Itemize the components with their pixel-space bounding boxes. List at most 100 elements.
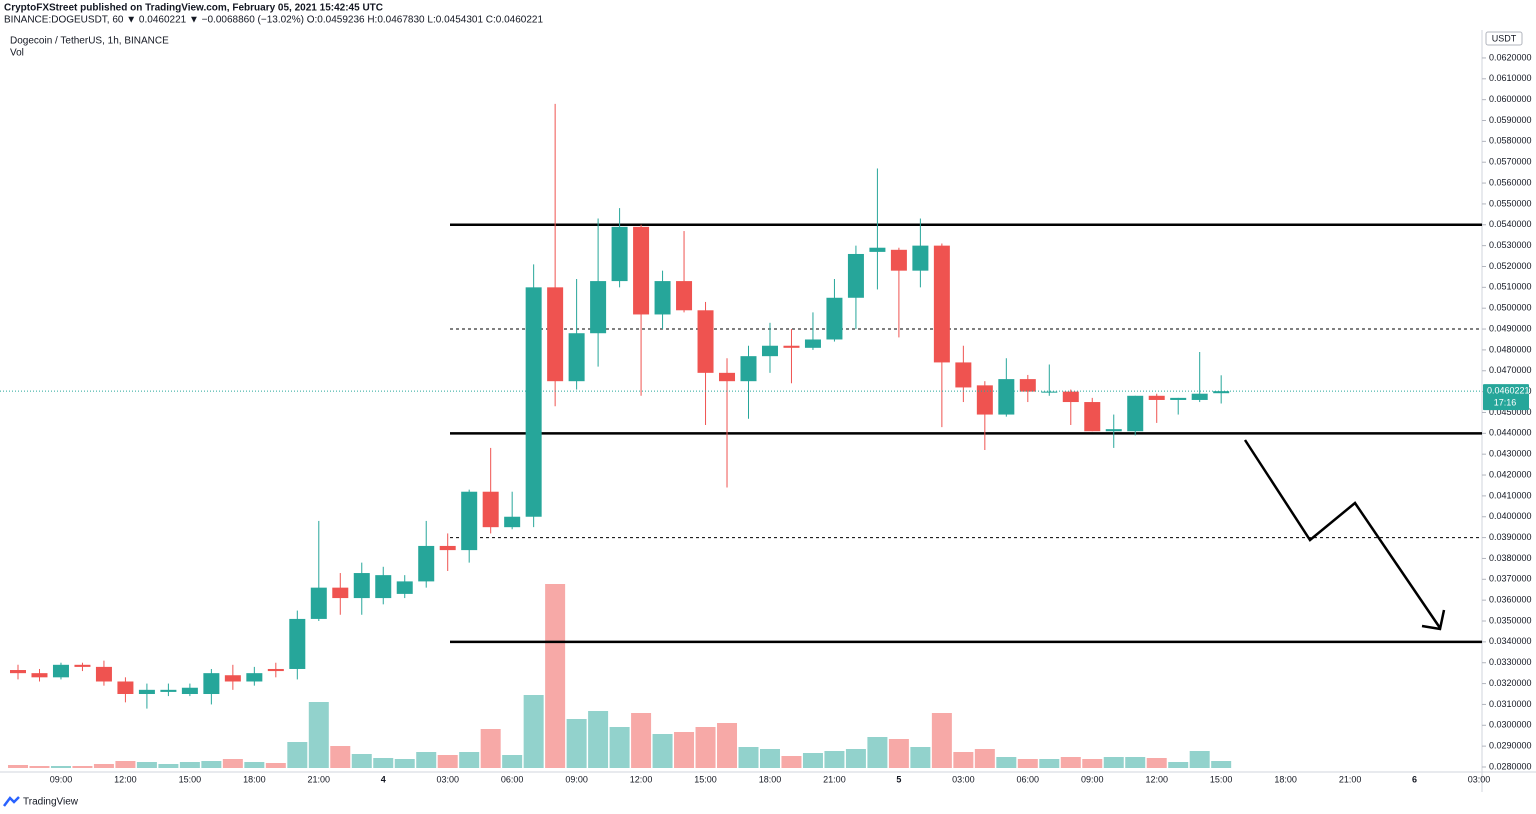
candle-body <box>654 281 671 315</box>
volume-bar <box>1060 757 1081 768</box>
candle-body <box>1105 429 1122 432</box>
volume-bar <box>931 713 952 768</box>
candle-body <box>933 245 950 363</box>
x-tick-label: 03:00 <box>952 774 975 784</box>
volume-bar <box>158 764 179 768</box>
candle-body <box>10 670 26 674</box>
x-tick-label: 06:00 <box>501 774 524 784</box>
candle-body <box>289 618 306 669</box>
candle-body <box>504 516 521 528</box>
volume-bar <box>674 732 695 768</box>
candle-body <box>590 281 607 334</box>
volume-bar <box>1146 758 1167 768</box>
y-tick-label: 0.0620000 <box>1489 52 1532 62</box>
y-tick-label: 0.0600000 <box>1489 94 1532 104</box>
candle-body <box>890 249 907 271</box>
volume-label: Vol <box>10 48 24 59</box>
y-tick-label: 0.0520000 <box>1489 261 1532 271</box>
volume-bar <box>1039 759 1060 768</box>
y-tick-label: 0.0430000 <box>1489 449 1532 459</box>
volume-bar <box>287 742 308 768</box>
candle-body <box>224 675 241 682</box>
candle-body <box>976 385 993 415</box>
candle-body <box>353 573 370 599</box>
x-tick-label: 12:00 <box>1145 774 1168 784</box>
y-tick-label: 0.0330000 <box>1489 657 1532 667</box>
y-tick-label: 0.0450000 <box>1489 407 1532 417</box>
volume-bar <box>759 749 780 768</box>
volume-bar <box>480 729 501 768</box>
candle-body <box>547 287 564 382</box>
candle-body <box>375 575 392 599</box>
candle-body <box>1019 379 1036 392</box>
y-tick-label: 0.0290000 <box>1489 741 1532 751</box>
y-tick-label: 0.0510000 <box>1489 282 1532 292</box>
plot: 0.0280000 0.0290000 0.0300000 0.0310000 0.03… <box>0 52 1532 784</box>
y-tick-label: 0.0300000 <box>1489 720 1532 730</box>
x-tick-label: 18:00 <box>759 774 782 784</box>
volume-bar <box>867 737 888 768</box>
volume-bar <box>308 702 329 768</box>
y-tick-label: 0.0590000 <box>1489 115 1532 125</box>
candle-body <box>1213 391 1230 394</box>
candle-body <box>847 253 864 298</box>
volume-bar <box>974 749 995 768</box>
x-tick-label: 12:00 <box>630 774 653 784</box>
volume-bar <box>824 751 845 768</box>
candle-body <box>611 226 628 282</box>
volume-bar <box>523 695 544 768</box>
last-price-label: 0.0460221 <box>1487 386 1530 396</box>
y-tick-label: 0.0540000 <box>1489 219 1532 229</box>
candle-body <box>804 339 821 348</box>
candle-body <box>1170 397 1187 400</box>
y-tick-label: 0.0470000 <box>1489 365 1532 375</box>
x-tick-label: 09:00 <box>1081 774 1104 784</box>
y-tick-label: 0.0400000 <box>1489 511 1532 521</box>
candle-body <box>761 345 778 357</box>
y-tick-label: 0.0340000 <box>1489 636 1532 646</box>
x-tick-label: 09:00 <box>565 774 588 784</box>
volume-bar <box>738 747 759 768</box>
x-tick-label: 03:00 <box>436 774 459 784</box>
x-tick-label: 09:00 <box>50 774 73 784</box>
candle-body <box>310 587 327 619</box>
volume-bar <box>652 734 673 768</box>
projection-arrow <box>1243 439 1442 629</box>
candle-body <box>998 379 1015 415</box>
volume-bar <box>50 766 71 768</box>
candle-body <box>396 581 413 594</box>
y-tick-label: 0.0570000 <box>1489 157 1532 167</box>
volume-bar <box>201 761 222 768</box>
x-tick-label: 18:00 <box>243 774 266 784</box>
candle-body <box>267 668 284 672</box>
candle-body <box>912 245 929 271</box>
candle-body <box>203 673 220 695</box>
x-tick-label: 06:00 <box>1017 774 1040 784</box>
x-tick-label: 21:00 <box>308 774 331 784</box>
candle-body <box>697 310 714 373</box>
volume-bar <box>502 755 523 768</box>
volume-bar <box>351 754 372 768</box>
y-tick-label: 0.0380000 <box>1489 553 1532 563</box>
volume-bar <box>1017 759 1038 768</box>
volume-bar <box>1082 759 1103 768</box>
y-tick-label: 0.0280000 <box>1489 761 1532 771</box>
volume-bar <box>373 758 394 768</box>
volume-bar <box>394 759 415 768</box>
chart-title: Dogecoin / TetherUS, 1h, BINANCE <box>10 36 169 47</box>
candle-body <box>525 287 542 517</box>
volume-bar <box>996 757 1017 768</box>
volume-bar <box>222 759 243 768</box>
volume-bar <box>910 747 931 768</box>
volume-bar <box>1125 757 1146 768</box>
y-tick-label: 0.0560000 <box>1489 177 1532 187</box>
y-tick-label: 0.0490000 <box>1489 323 1532 333</box>
currency: USDT <box>1492 33 1517 43</box>
volume-bar <box>437 755 458 768</box>
y-tick-label: 0.0610000 <box>1489 73 1532 83</box>
countdown: 17:16 <box>1494 398 1517 408</box>
y-tick-label: 0.0550000 <box>1489 198 1532 208</box>
volume-bar <box>717 723 738 768</box>
x-tick-label: 21:00 <box>1339 774 1362 784</box>
